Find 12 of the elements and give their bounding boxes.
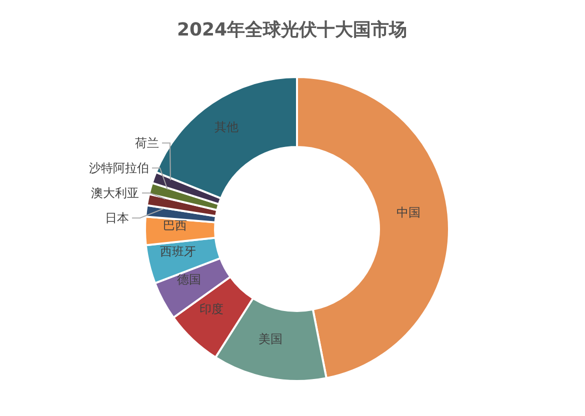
slice-label: 沙特阿拉伯	[89, 161, 149, 175]
slice-label: 澳大利亚	[91, 186, 139, 200]
slice-label: 巴西	[163, 218, 188, 232]
chart-title: 2024年全球光伏十大国市场	[176, 20, 408, 40]
slice-label: 印度	[200, 302, 224, 316]
slice-label: 美国	[258, 332, 282, 346]
slice-label: 其他	[214, 120, 239, 134]
slice-label: 荷兰	[135, 136, 159, 150]
slice-label: 日本	[105, 211, 129, 225]
slice-label: 德国	[176, 272, 201, 286]
slice-label: 中国	[396, 206, 420, 220]
slice-label: 西班牙	[160, 244, 196, 258]
